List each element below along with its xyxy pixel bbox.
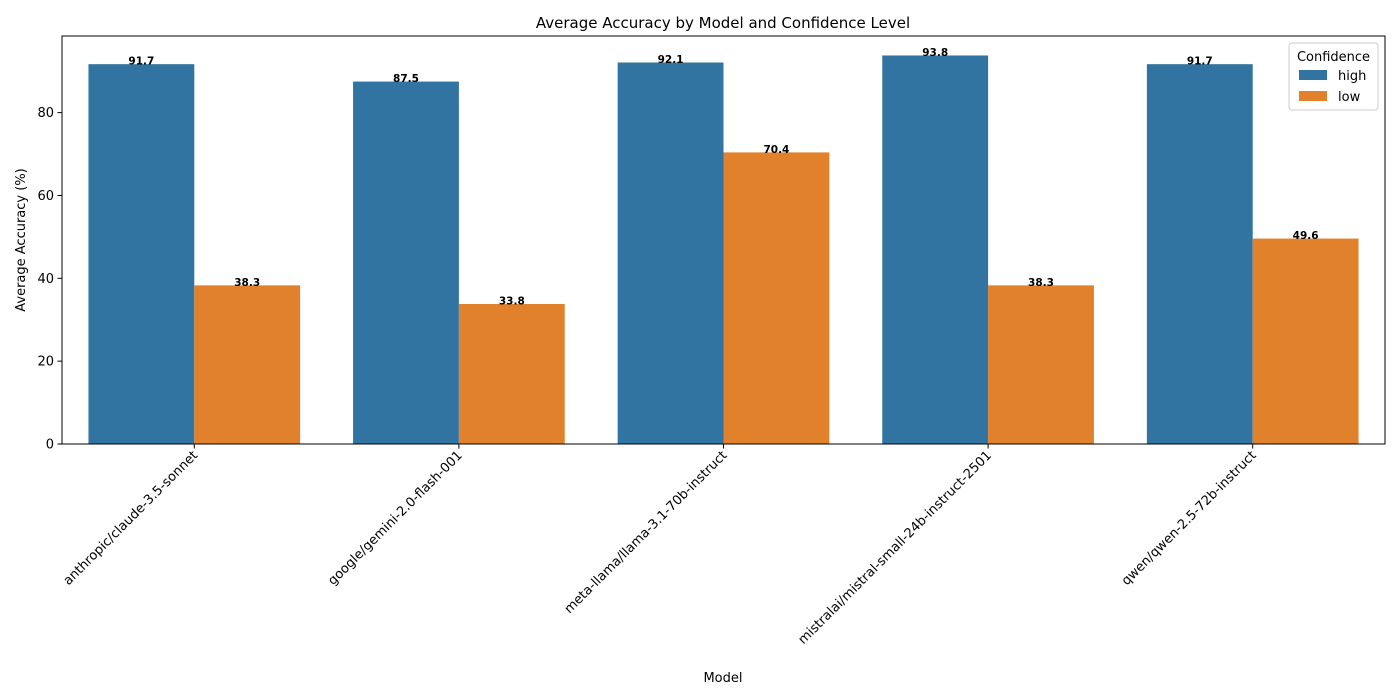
bar-high-1 <box>353 81 459 444</box>
data-label-low-0: 38.3 <box>234 277 260 289</box>
y-axis-title: Average Accuracy (%) <box>14 168 29 312</box>
x-tick-label: meta-llama/llama-3.1-70b-instruct <box>562 448 731 617</box>
legend-title: Confidence <box>1297 50 1370 65</box>
x-axis-title: Model <box>703 671 742 686</box>
data-labels-layer: 91.7 38.3 87.5 33.8 92.1 70.4 93.8 38.3 91.7 49.6 <box>128 47 1318 308</box>
bar-low-4 <box>1252 238 1359 444</box>
data-label-low-2: 70.4 <box>763 144 789 156</box>
legend: Confidence high low <box>1288 42 1379 111</box>
y-tick-label: 80 <box>37 106 54 121</box>
data-label-low-3: 38.3 <box>1028 277 1054 289</box>
chart-title: Average Accuracy by Model and Confidence… <box>536 14 910 32</box>
x-tick-label: qwen/qwen-2.5-72b-instruct <box>1119 448 1260 589</box>
x-tick-label: anthropic/claude-3.5-sonnet <box>61 448 201 588</box>
bar-low-3 <box>988 285 1094 444</box>
data-label-high-1: 87.5 <box>393 73 419 85</box>
bar-high-3 <box>882 55 989 444</box>
legend-label-low: low <box>1338 90 1361 105</box>
data-label-low-1: 33.8 <box>499 296 525 308</box>
data-label-high-3: 93.8 <box>922 47 948 59</box>
legend-swatch-low <box>1299 91 1327 101</box>
y-tick-label: 60 <box>37 189 54 204</box>
y-tick-label: 20 <box>37 355 54 370</box>
data-label-high-2: 92.1 <box>658 54 684 66</box>
x-tick-label: mistralai/mistral-small-24b-instruct-250… <box>796 448 995 647</box>
bar-low-0 <box>194 285 301 444</box>
bar-low-1 <box>458 304 565 444</box>
legend-label-high: high <box>1338 69 1366 84</box>
y-tick-label: 0 <box>46 438 54 453</box>
bar-high-0 <box>88 64 195 445</box>
y-tick-label: 40 <box>37 272 54 287</box>
x-tick-label: google/gemini-2.0-flash-001 <box>325 448 465 588</box>
data-label-low-4: 49.6 <box>1293 230 1319 242</box>
bar-low-2 <box>723 152 830 444</box>
data-label-high-4: 91.7 <box>1187 56 1213 68</box>
legend-swatch-high <box>1299 70 1327 80</box>
bar-high-2 <box>617 62 724 444</box>
bar-high-4 <box>1146 64 1253 445</box>
bars-layer <box>88 55 1359 445</box>
data-label-high-0: 91.7 <box>128 56 154 68</box>
